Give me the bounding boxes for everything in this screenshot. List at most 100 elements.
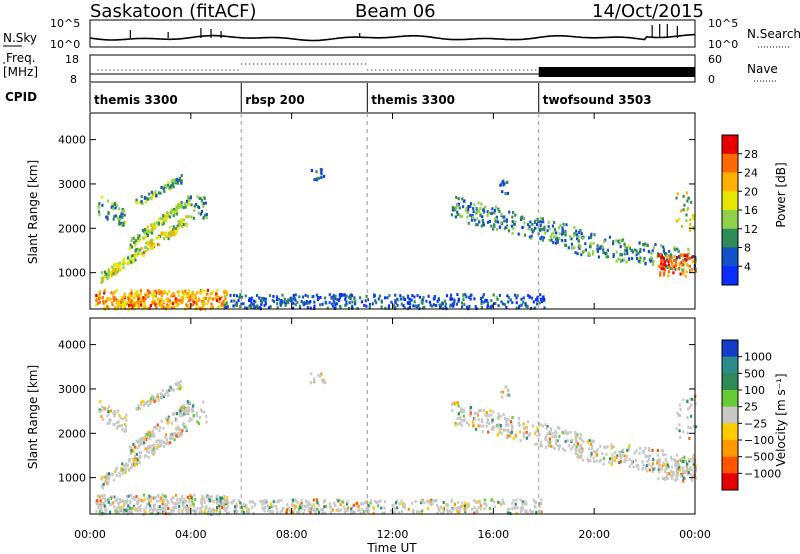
echo-cell [497, 500, 500, 504]
echo-cell [324, 511, 327, 515]
echo-cell [133, 296, 136, 300]
echo-cell [143, 498, 146, 502]
echo-cell [601, 245, 605, 249]
echo-cell [678, 217, 681, 221]
echo-cell [123, 262, 126, 265]
echo-cell [525, 436, 528, 440]
echo-cell [192, 509, 195, 512]
echo-cell [606, 445, 609, 449]
echo-cell [506, 191, 509, 195]
echo-cell [576, 237, 579, 241]
echo-cell [507, 430, 510, 434]
echo-cell [605, 452, 608, 456]
echo-cell [122, 510, 125, 514]
echo-cell [577, 448, 580, 452]
echo-cell [160, 301, 163, 305]
echo-cell [598, 247, 601, 251]
echo-cell [116, 501, 119, 505]
echo-cell [142, 299, 145, 303]
echo-cell [644, 454, 647, 458]
echo-cell [695, 425, 698, 429]
echo-cell [507, 388, 510, 392]
echo-cell [501, 190, 504, 194]
echo-cell [118, 501, 121, 505]
y-tick-label: 4000 [58, 339, 86, 352]
echo-cell [336, 508, 340, 512]
echo-cell [262, 298, 265, 302]
echo-cell [510, 432, 513, 436]
echo-cell [467, 221, 470, 225]
echo-cell [402, 295, 405, 299]
echo-cell [284, 304, 287, 308]
echo-cell [507, 296, 510, 299]
echo-cell [109, 271, 112, 275]
echo-cell [357, 504, 360, 508]
echo-cell [450, 213, 453, 217]
echo-cell [314, 509, 317, 513]
echo-cell [342, 500, 345, 504]
echo-cell [476, 413, 479, 417]
echo-cell [488, 211, 491, 215]
echo-cell [148, 437, 151, 441]
echo-cell [658, 459, 661, 463]
echo-cell [679, 272, 682, 276]
echo-cell [140, 252, 143, 256]
echo-cell [638, 446, 642, 450]
echo-cell [645, 464, 648, 468]
echo-cell [177, 203, 180, 207]
echo-cell [678, 458, 681, 462]
echo-cell [315, 178, 318, 182]
echo-cell [638, 241, 641, 245]
echo-cell [441, 302, 444, 306]
echo-cell [595, 451, 598, 455]
echo-cell [261, 296, 264, 300]
echo-cell [682, 272, 685, 276]
echo-cell [109, 503, 112, 507]
echo-cell [692, 458, 695, 462]
echo-cell [195, 202, 198, 206]
echo-cell [443, 299, 446, 303]
echo-cell [685, 270, 688, 274]
echo-cell [398, 511, 401, 515]
time-axis-label: Time UT [366, 541, 417, 554]
echo-cell [225, 509, 228, 513]
echo-cell [675, 256, 679, 259]
echo-cell [617, 257, 620, 261]
echo-cell [125, 418, 128, 422]
echo-cell [501, 501, 504, 505]
echo-cell [506, 436, 509, 440]
echo-cell [456, 293, 459, 297]
echo-cell [98, 213, 101, 217]
power-echoes [95, 168, 697, 312]
echo-cell [105, 299, 108, 303]
echo-cell [151, 429, 154, 433]
echo-cell [668, 249, 671, 253]
echo-cell [679, 474, 682, 478]
echo-cell [180, 386, 183, 389]
echo-cell [264, 297, 268, 301]
echo-cell [589, 459, 592, 462]
echo-cell [250, 296, 254, 300]
echo-cell [171, 510, 174, 514]
echo-cell [164, 495, 167, 499]
echo-cell [428, 300, 431, 304]
echo-cell [462, 298, 465, 301]
echo-cell [475, 501, 478, 505]
echo-cell [137, 302, 140, 306]
echo-cell [535, 226, 538, 230]
echo-cell [331, 508, 334, 512]
echo-cell [193, 300, 196, 304]
echo-cell [150, 495, 153, 499]
echo-cell [133, 454, 137, 458]
echo-cell [205, 213, 208, 216]
echo-cell [539, 297, 543, 301]
echo-cell [461, 215, 464, 219]
echo-cell [131, 464, 134, 468]
echo-cell [119, 301, 123, 304]
echo-cell [255, 294, 259, 297]
echo-cell [114, 270, 117, 273]
echo-cell [122, 300, 125, 304]
echo-cell [516, 294, 519, 298]
y-tick-label: 4000 [58, 134, 86, 147]
echo-cell [96, 494, 99, 498]
